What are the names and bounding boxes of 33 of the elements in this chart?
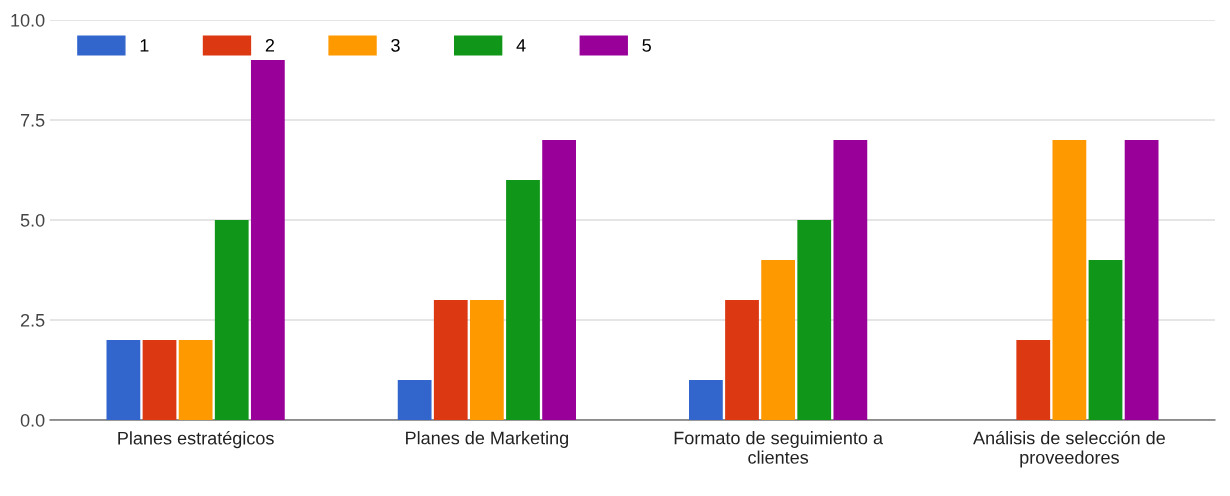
y-tick-label: 7.5 — [20, 114, 45, 127]
bar — [214, 220, 249, 420]
legend-label: 5 — [642, 39, 651, 52]
bar — [833, 140, 868, 420]
x-tick-label: Planes de Marketing — [406, 431, 569, 448]
legend-label: 3 — [391, 38, 400, 52]
bar — [1124, 140, 1159, 420]
y-tick-label: 10.0 — [11, 13, 45, 27]
bar — [1088, 260, 1123, 420]
bar — [142, 340, 177, 420]
bar — [797, 220, 832, 420]
bar — [761, 260, 796, 420]
legend-label: 1 — [140, 39, 149, 52]
legend-label: 4 — [516, 39, 526, 52]
x-tick-label: Planes estratégicos — [118, 431, 274, 449]
y-tick-label: 0.0 — [20, 413, 45, 427]
bar — [1016, 340, 1051, 420]
y-tick-label: 5.0 — [20, 213, 45, 227]
bar — [689, 380, 723, 420]
bar — [506, 180, 540, 420]
y-tick-label: 2.5 — [20, 313, 45, 327]
bar — [397, 380, 432, 420]
bar — [106, 340, 141, 420]
legend-label: 2 — [265, 38, 275, 52]
bar — [433, 300, 468, 420]
bar — [178, 340, 213, 420]
x-tick-label: Análisis de selección de proveedores — [973, 430, 1165, 468]
bar — [1052, 140, 1087, 420]
bar — [542, 140, 576, 420]
bar — [469, 300, 504, 420]
bar — [250, 60, 285, 420]
x-tick-label: Formato de seguimiento a clientes — [674, 431, 884, 464]
bar — [725, 300, 759, 420]
